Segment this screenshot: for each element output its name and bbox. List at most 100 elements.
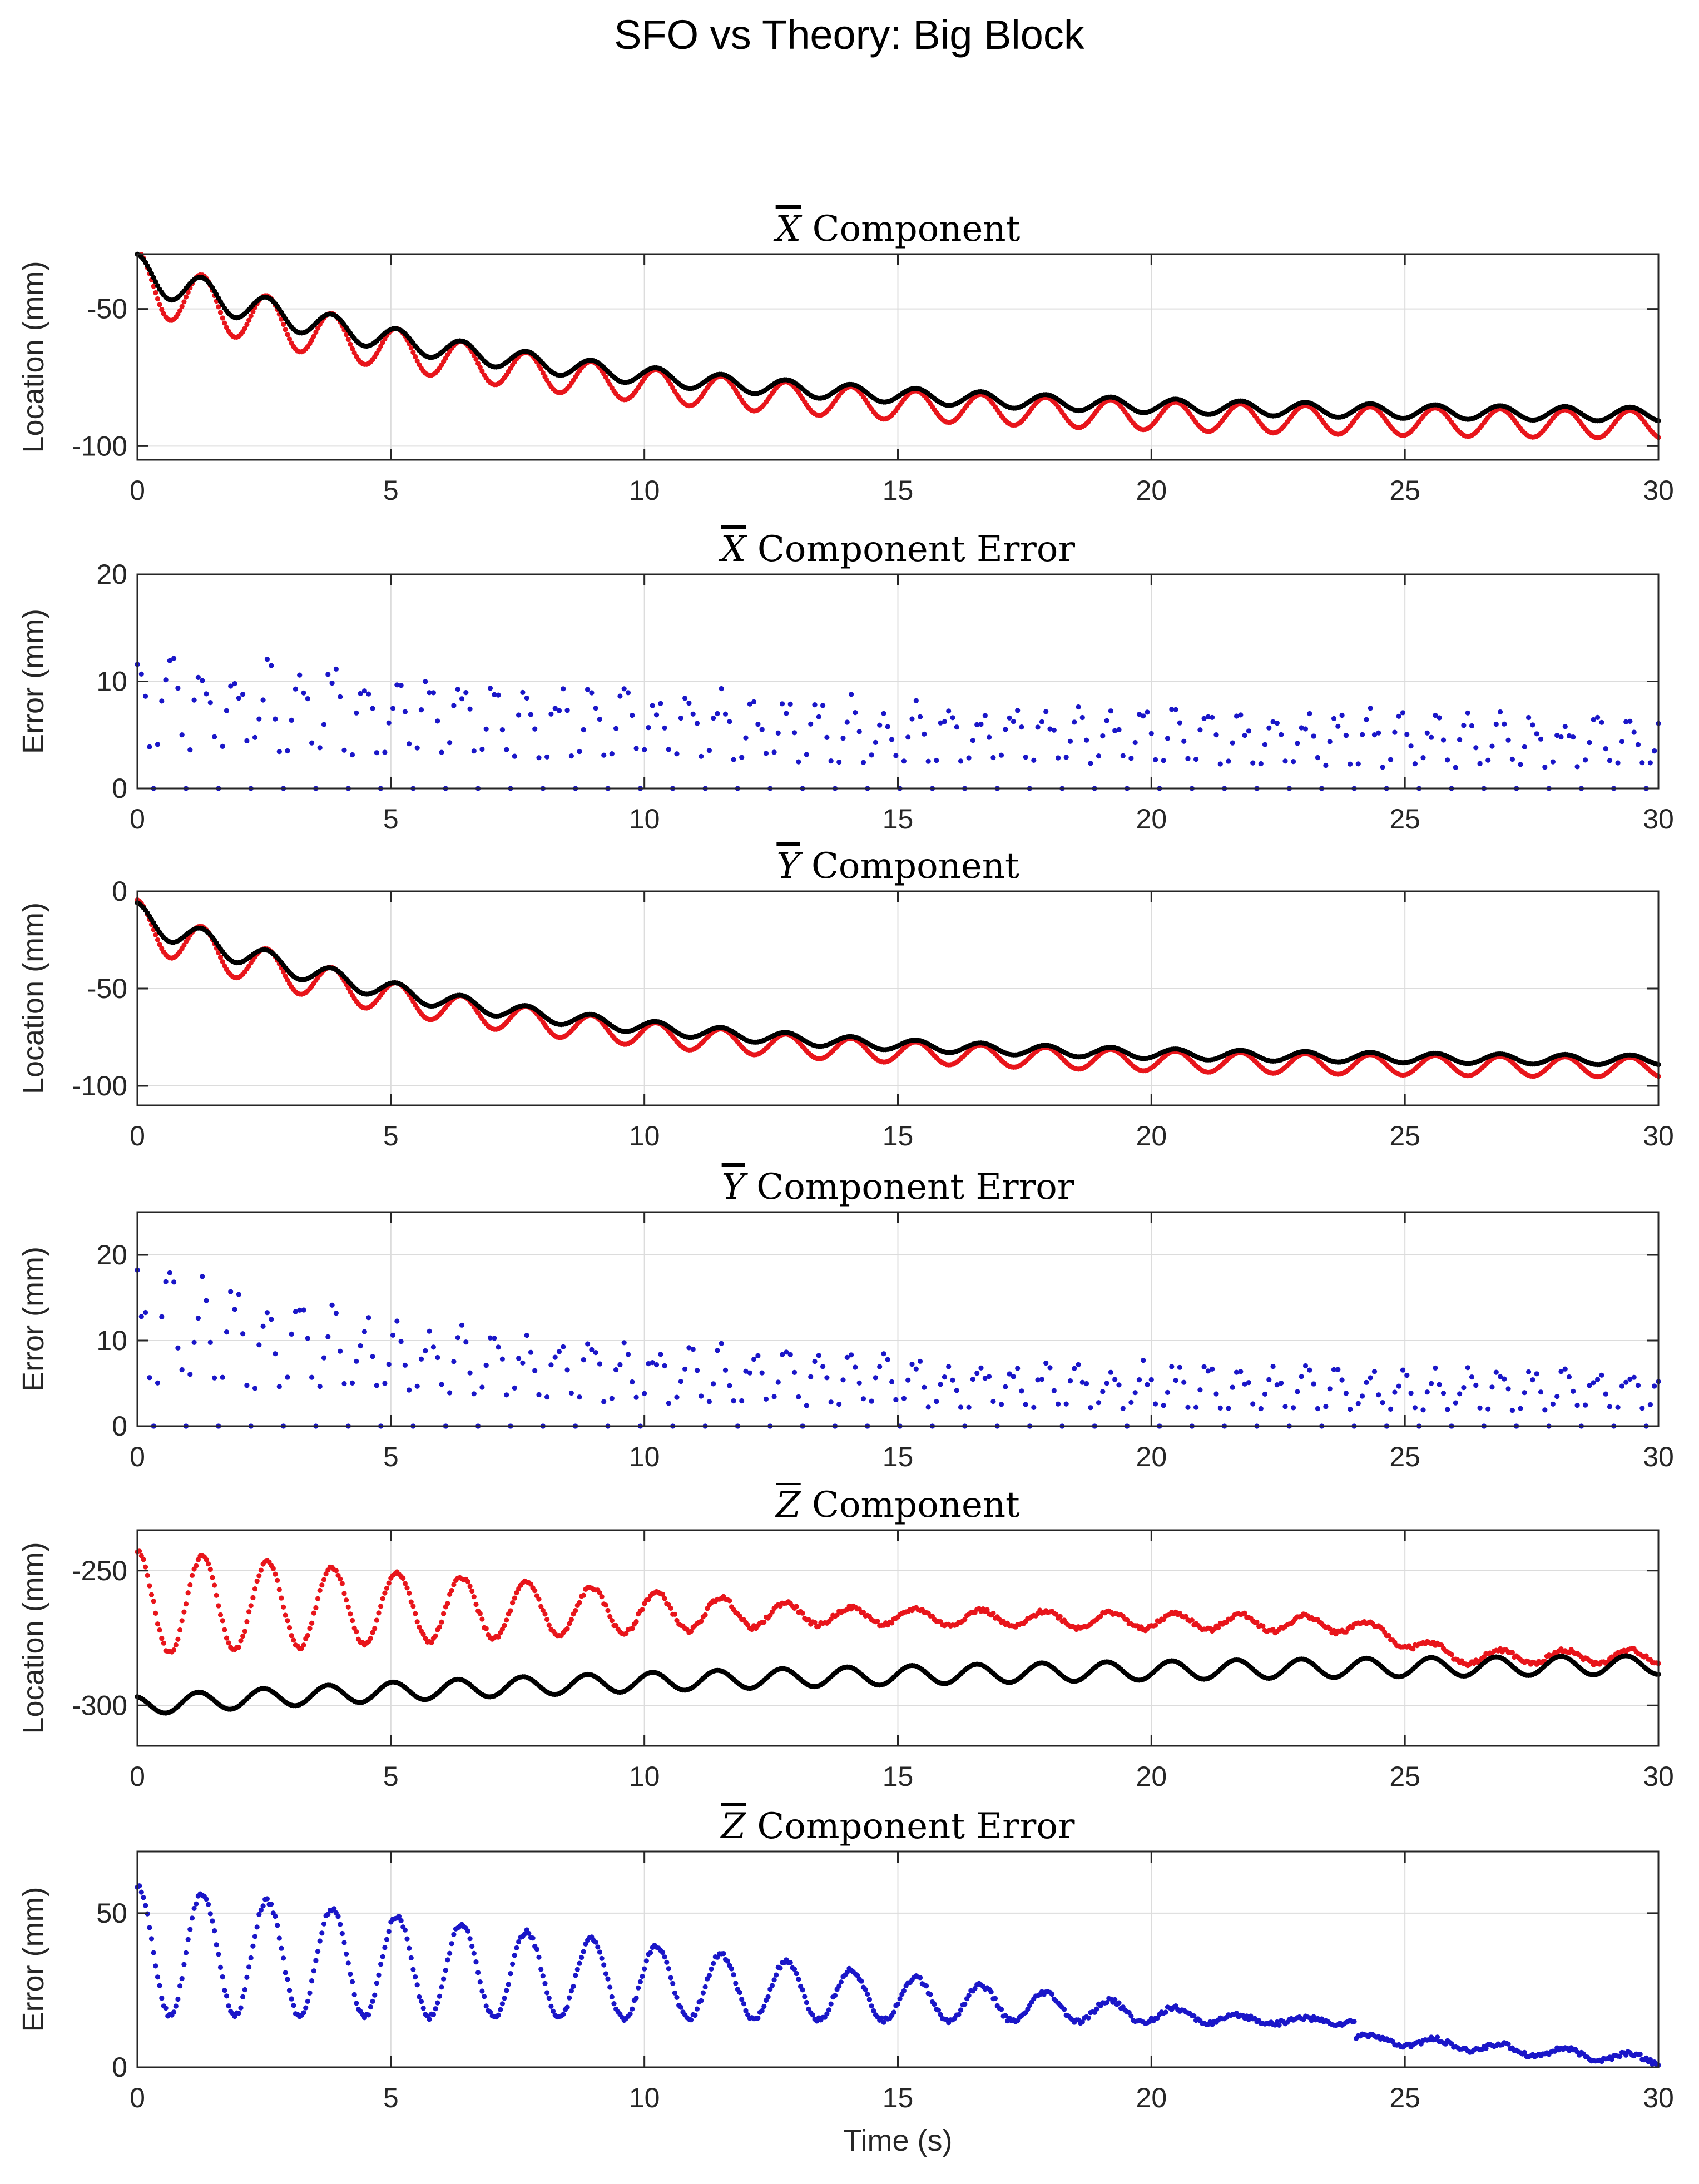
data-point <box>918 1358 923 1364</box>
data-point <box>1509 1408 1515 1413</box>
data-point <box>269 663 274 668</box>
data-point <box>374 1617 379 1623</box>
data-point <box>1291 1405 1296 1411</box>
data-point <box>715 711 720 717</box>
data-point <box>540 370 546 376</box>
data-point <box>1408 743 1414 749</box>
data-point <box>333 1568 339 1574</box>
y-axis-label: Location (mm) <box>17 261 50 453</box>
data-point <box>1246 1380 1251 1386</box>
data-point <box>548 711 554 717</box>
data-point <box>329 681 335 686</box>
data-point <box>254 1579 260 1584</box>
y-tick-label: -100 <box>72 1070 127 1101</box>
data-point <box>216 1603 221 1609</box>
data-point <box>623 1631 629 1636</box>
data-point <box>660 1591 666 1597</box>
x-tick-label: 15 <box>883 803 914 835</box>
data-point <box>189 1572 195 1578</box>
x-tick-label: 30 <box>1643 475 1674 506</box>
data-point <box>301 690 306 696</box>
data-point <box>544 1394 550 1400</box>
data-point <box>275 1577 280 1583</box>
data-point <box>784 711 789 716</box>
data-point <box>341 1591 347 1596</box>
x-tick-label: 0 <box>130 475 145 506</box>
data-point <box>366 1315 371 1321</box>
data-point <box>283 1612 288 1618</box>
data-point <box>1542 1407 1548 1413</box>
data-point <box>771 749 777 755</box>
data-point <box>1583 1402 1588 1408</box>
data-point <box>889 1379 895 1384</box>
data-point <box>1591 1380 1596 1386</box>
data-point <box>1498 1374 1503 1379</box>
data-point <box>1339 712 1345 718</box>
data-point <box>1035 724 1041 730</box>
x-tick-label: 20 <box>1136 475 1167 506</box>
data-point <box>589 690 595 696</box>
data-point <box>194 1563 199 1568</box>
data-point <box>1445 1407 1450 1412</box>
data-point <box>881 711 886 716</box>
data-point <box>414 1619 420 1625</box>
data-point <box>430 690 437 696</box>
data-point <box>1031 757 1037 763</box>
data-point <box>674 751 680 757</box>
data-point <box>682 1366 688 1372</box>
data-point <box>1274 721 1280 726</box>
data-point <box>1120 1406 1126 1411</box>
data-point <box>1217 1405 1223 1411</box>
y-tick-label: 0 <box>112 876 127 907</box>
data-point <box>630 712 635 718</box>
data-point <box>1368 706 1373 711</box>
data-point <box>244 322 250 327</box>
data-point <box>1197 727 1203 733</box>
data-point <box>1371 732 1378 738</box>
x-tick-label: 15 <box>883 1120 914 1151</box>
data-point <box>640 1607 645 1612</box>
data-point <box>349 1617 355 1624</box>
data-point <box>1165 1389 1171 1395</box>
data-point <box>177 308 183 314</box>
data-point <box>1388 1406 1394 1412</box>
data-point <box>143 1564 148 1570</box>
data-point <box>1505 737 1511 743</box>
data-point <box>653 1362 660 1368</box>
data-point <box>214 1592 219 1598</box>
data-point <box>1566 733 1572 739</box>
data-point <box>378 1604 384 1609</box>
data-point <box>283 327 288 332</box>
data-point <box>893 753 899 758</box>
data-point <box>1587 1383 1592 1388</box>
data-point <box>970 1377 975 1382</box>
data-point <box>1039 719 1044 724</box>
data-point <box>1619 739 1624 744</box>
data-point <box>552 706 558 711</box>
data-point <box>1266 725 1272 731</box>
data-point <box>384 1585 390 1591</box>
data-point <box>394 682 400 688</box>
data-point <box>157 302 162 307</box>
data-point <box>325 672 331 677</box>
data-point <box>1007 1371 1012 1377</box>
data-point <box>617 693 623 699</box>
data-point <box>502 1622 507 1629</box>
data-point <box>1607 758 1613 763</box>
data-point <box>1412 761 1418 767</box>
data-point <box>1562 1366 1568 1372</box>
data-point <box>791 730 798 736</box>
data-point <box>191 697 197 703</box>
data-point <box>242 326 247 331</box>
data-point <box>942 1374 947 1380</box>
data-point <box>1056 755 1061 761</box>
data-point <box>844 1354 850 1360</box>
data-point <box>593 1350 598 1356</box>
data-point <box>1380 1400 1385 1406</box>
data-point <box>666 1401 671 1406</box>
data-point <box>447 740 453 746</box>
series-theory <box>135 900 1661 1068</box>
data-point <box>315 325 321 331</box>
data-point <box>269 1317 274 1322</box>
